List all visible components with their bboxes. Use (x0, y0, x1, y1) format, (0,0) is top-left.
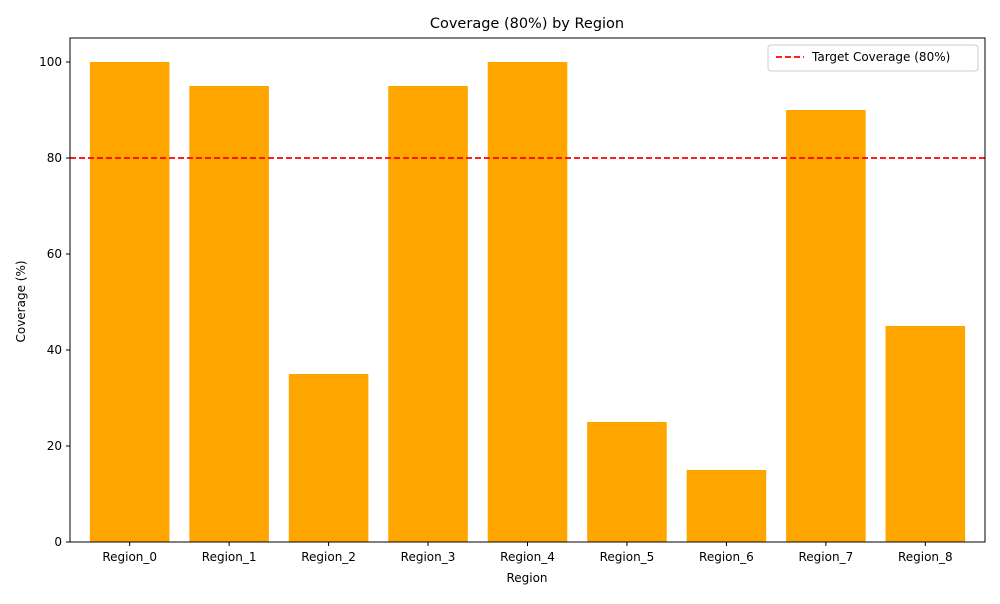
y-axis-label: Coverage (%) (14, 260, 28, 342)
x-axis-label: Region (506, 571, 547, 585)
bar-region-6 (686, 470, 767, 542)
y-tick-label: 80 (47, 151, 62, 165)
x-tick-label: Region_2 (301, 550, 356, 564)
bar-region-3 (388, 86, 468, 542)
bar-region-2 (288, 374, 369, 542)
bar-region-1 (189, 86, 269, 542)
y-tick-label: 100 (39, 55, 62, 69)
bar-region-8 (885, 326, 966, 542)
x-tick-label: Region_1 (202, 550, 257, 564)
y-tick-label: 20 (47, 439, 62, 453)
x-tick-label: Region_0 (102, 550, 157, 564)
bars-layer (89, 62, 966, 542)
bar-region-4 (487, 62, 568, 542)
y-tick-label: 60 (47, 247, 62, 261)
x-tick-label: Region_3 (401, 550, 456, 564)
x-tick-label: Region_5 (600, 550, 655, 564)
x-tick-label: Region_6 (699, 550, 754, 564)
y-tick-label: 0 (54, 535, 62, 549)
chart-title: Coverage (80%) by Region (430, 16, 624, 32)
legend-box (767, 44, 979, 72)
bar-region-5 (587, 422, 667, 542)
x-tick-label: Region_7 (799, 550, 854, 564)
y-tick-label: 40 (47, 343, 62, 357)
bar-region-7 (786, 110, 866, 542)
legend-label: Target Coverage (80%) (811, 50, 950, 64)
x-tick-label: Region_4 (500, 550, 555, 564)
legend: Target Coverage (80%) (767, 44, 979, 72)
ticks-layer: 0 20 40 60 80 100 Region_0 Region_1 Region_2 Regi… (39, 55, 953, 564)
bar-region-0 (89, 62, 170, 542)
x-tick-label: Region_8 (898, 550, 953, 564)
